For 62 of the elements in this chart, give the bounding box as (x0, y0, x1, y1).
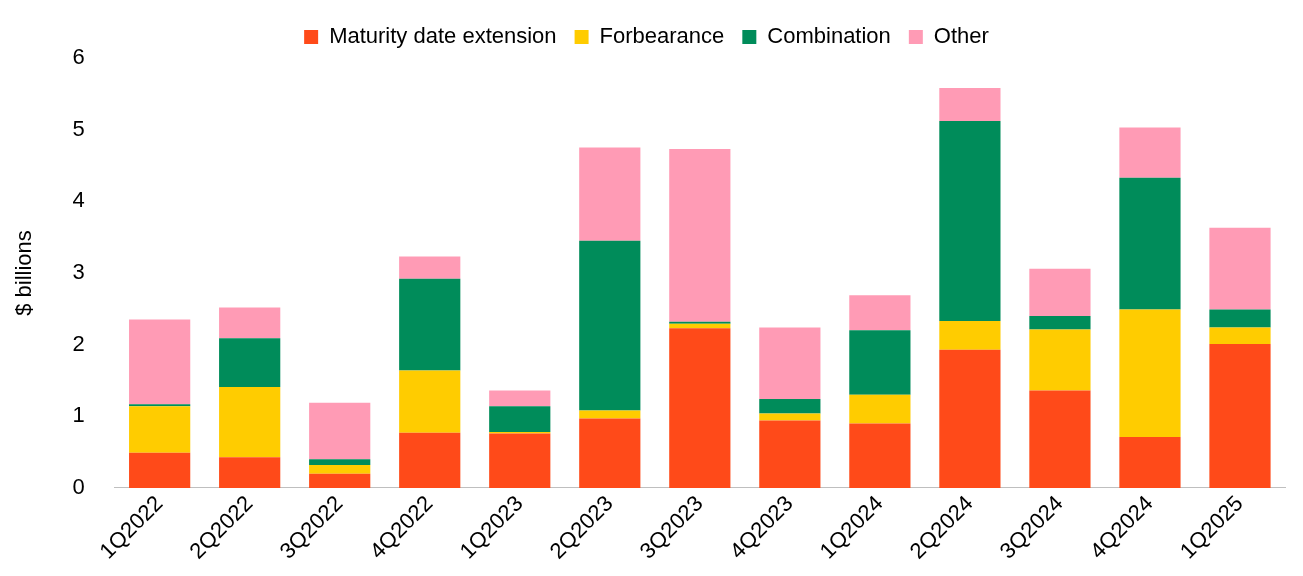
bar (849, 295, 911, 331)
bar (759, 327, 821, 400)
bar (399, 278, 461, 371)
bar (1209, 309, 1271, 328)
bar (669, 321, 731, 324)
bar (219, 307, 281, 339)
y-tick-label: 4 (72, 187, 85, 213)
bar (939, 121, 1001, 321)
bar (489, 433, 551, 488)
y-tick-label: 1 (72, 402, 85, 428)
bar (849, 330, 911, 395)
bar (1209, 227, 1271, 310)
legend-label: Combination (767, 23, 891, 49)
y-tick-label: 2 (72, 330, 85, 356)
bar (1119, 309, 1181, 438)
y-axis-title: $ billions (11, 230, 37, 316)
bar (1119, 437, 1181, 488)
bar (849, 394, 911, 424)
bar (1119, 127, 1181, 178)
bar (1209, 327, 1271, 344)
bar (309, 465, 371, 474)
bar (1119, 177, 1181, 310)
y-tick-label: 6 (72, 44, 85, 70)
bar (1029, 390, 1091, 488)
bar (129, 406, 191, 453)
bar (669, 328, 731, 488)
bar (1029, 268, 1091, 316)
bar (129, 404, 191, 407)
bar (219, 338, 281, 387)
bar (669, 149, 731, 322)
bar (1209, 343, 1271, 488)
bar (579, 240, 641, 411)
bar (489, 406, 551, 433)
bar (1029, 329, 1091, 391)
bar (759, 413, 821, 421)
bar (579, 147, 641, 241)
bar (309, 402, 371, 460)
bar (399, 256, 461, 279)
bar (129, 319, 191, 405)
bar (309, 473, 371, 488)
bar (219, 457, 281, 488)
legend-label: Other (933, 23, 989, 49)
bar (669, 323, 731, 329)
bar (579, 418, 641, 488)
bar (1029, 315, 1091, 330)
bar (219, 386, 281, 458)
y-tick-label: 3 (72, 259, 85, 285)
bar (939, 349, 1001, 488)
bar (759, 420, 821, 488)
bar (759, 399, 821, 414)
bar (399, 432, 461, 488)
legend-label: Forbearance (599, 23, 725, 49)
bar (399, 370, 461, 433)
bar (129, 452, 191, 488)
bar (309, 459, 371, 466)
bar (939, 321, 1001, 350)
y-tick-label: 5 (72, 115, 85, 141)
bar (489, 390, 551, 407)
bar (849, 423, 911, 488)
legend-label: Maturity date extension (329, 23, 557, 49)
bar (939, 88, 1001, 122)
y-tick-label: 0 (72, 474, 85, 500)
